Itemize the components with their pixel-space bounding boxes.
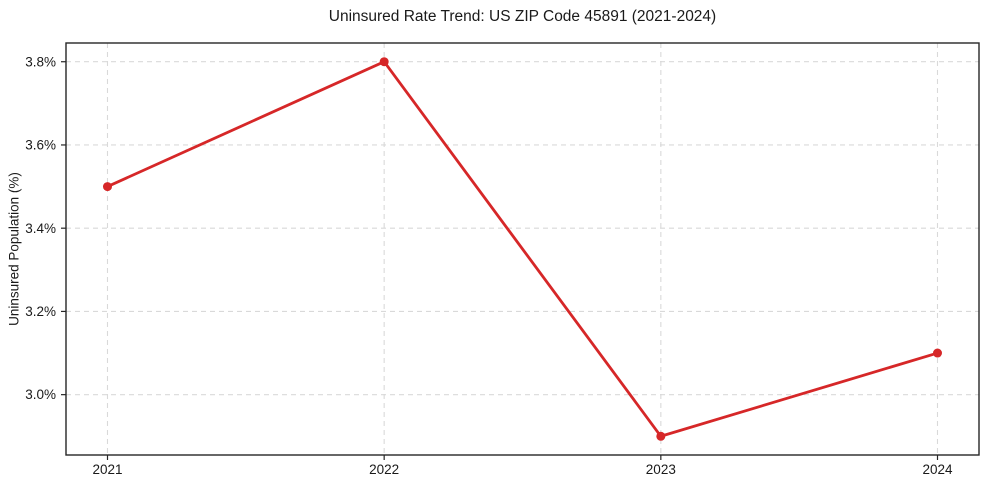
x-tick-label: 2023 xyxy=(646,462,676,477)
data-point xyxy=(656,431,666,441)
y-tick-label: 3.6% xyxy=(25,138,56,153)
x-tick-label: 2021 xyxy=(92,462,122,477)
y-tick-label: 3.2% xyxy=(25,304,56,319)
y-axis-label: Uninsured Population (%) xyxy=(7,172,22,326)
axes-frame xyxy=(65,42,980,456)
y-tick-label: 3.4% xyxy=(25,221,56,236)
data-point xyxy=(933,348,942,358)
trend-line xyxy=(106,60,939,438)
x-tick-label: 2022 xyxy=(369,462,399,477)
x-tick-label: 2024 xyxy=(922,462,953,477)
y-tick-label: 3.0% xyxy=(25,387,56,402)
data-point xyxy=(379,57,389,67)
data-point xyxy=(103,182,112,192)
chart-title: Uninsured Rate Trend: US ZIP Code 45891 … xyxy=(328,8,717,25)
y-tick-label: 3.8% xyxy=(25,54,56,69)
